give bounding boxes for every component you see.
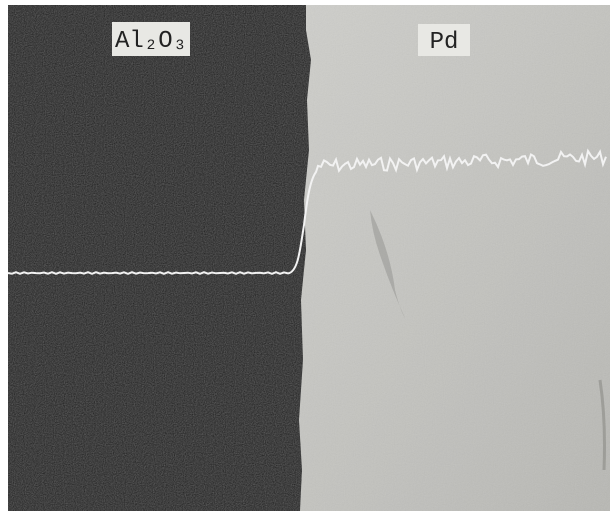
label-box	[418, 24, 470, 56]
palladium-region	[299, 5, 610, 511]
material-label: Pd	[430, 29, 459, 56]
surface-scratch	[598, 379, 606, 471]
line-scan	[7, 148, 607, 275]
material-label: Al₂O₃	[115, 28, 187, 55]
surface-scratch	[370, 210, 405, 318]
label-box	[112, 22, 190, 56]
